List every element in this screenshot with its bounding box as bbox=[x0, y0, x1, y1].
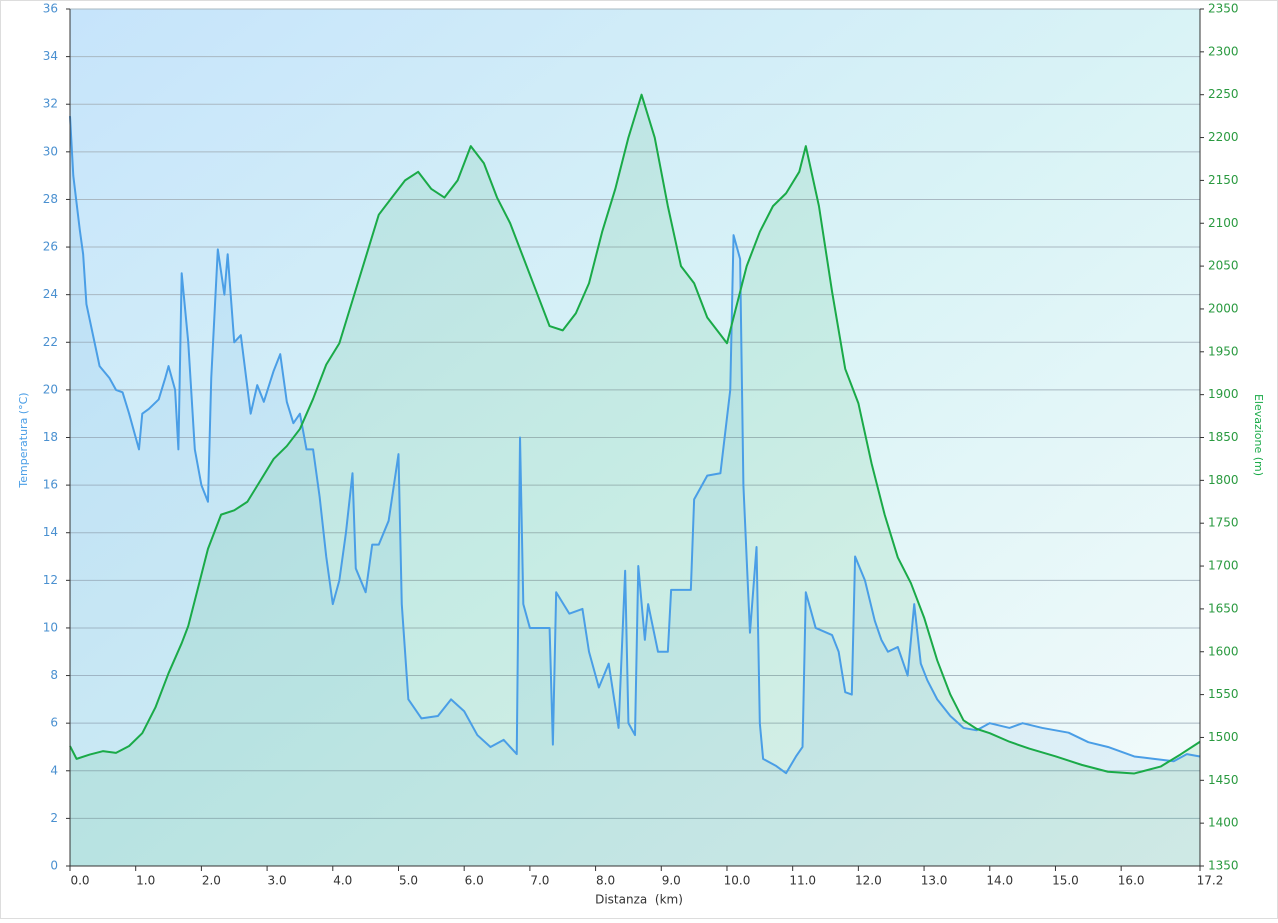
y-axis-label: Temperatura (°C) bbox=[17, 392, 30, 488]
y2-tick-label: 1800 bbox=[1208, 473, 1239, 487]
x-tick-label: 9.0 bbox=[662, 874, 681, 888]
x-tick-label: 13.0 bbox=[921, 874, 948, 888]
x-tick-label: 10.0 bbox=[724, 874, 751, 888]
y-tick-label: 2 bbox=[50, 811, 58, 825]
y2-tick-label: 1450 bbox=[1208, 773, 1239, 787]
y2-tick-label: 2000 bbox=[1208, 301, 1239, 315]
x-tick-label: 12.0 bbox=[855, 874, 882, 888]
y2-tick-label: 1750 bbox=[1208, 516, 1239, 530]
axes: 0246810121416182022242628303234361350140… bbox=[43, 2, 1239, 888]
x-tick-label: 11.0 bbox=[789, 874, 816, 888]
series-line bbox=[69, 116, 1201, 775]
y2-tick-label: 1850 bbox=[1208, 430, 1239, 444]
x-tick-label: 15.0 bbox=[1052, 874, 1079, 888]
x-tick-label: 16.0 bbox=[1118, 874, 1145, 888]
y2-tick-label: 1700 bbox=[1208, 559, 1239, 573]
y2-axis-label: Elevazione (m) bbox=[1252, 394, 1265, 476]
y-tick-label: 20 bbox=[43, 382, 58, 396]
y2-tick-label: 1350 bbox=[1208, 859, 1239, 873]
y-tick-label: 28 bbox=[43, 192, 58, 206]
y2-tick-label: 1950 bbox=[1208, 344, 1239, 358]
y-tick-label: 30 bbox=[43, 144, 58, 158]
y2-tick-label: 2050 bbox=[1208, 259, 1239, 273]
x-tick-label: 4.0 bbox=[333, 874, 352, 888]
x-tick-label: 17.2 bbox=[1197, 874, 1224, 888]
y-tick-label: 26 bbox=[43, 240, 58, 254]
y2-tick-label: 1600 bbox=[1208, 644, 1239, 658]
y-tick-label: 32 bbox=[43, 97, 58, 111]
y-tick-label: 0 bbox=[50, 859, 58, 873]
x-tick-label: 8.0 bbox=[596, 874, 615, 888]
y2-tick-label: 2300 bbox=[1208, 44, 1239, 58]
x-tick-label: 3.0 bbox=[268, 874, 287, 888]
y-tick-label: 36 bbox=[43, 2, 58, 16]
y2-tick-label: 1650 bbox=[1208, 601, 1239, 615]
x-tick-label: 6.0 bbox=[465, 874, 484, 888]
y-tick-label: 4 bbox=[50, 763, 58, 777]
x-tick-label: 1.0 bbox=[136, 874, 155, 888]
y-tick-label: 8 bbox=[50, 668, 58, 682]
y2-tick-label: 2100 bbox=[1208, 216, 1239, 230]
y-tick-label: 34 bbox=[43, 49, 58, 63]
y2-tick-label: 2150 bbox=[1208, 173, 1239, 187]
x-axis-label: Distanza (km) bbox=[595, 893, 683, 907]
series-line bbox=[69, 93, 1201, 775]
y-tick-label: 22 bbox=[43, 335, 58, 349]
x-tick-label: 2.0 bbox=[202, 874, 221, 888]
y-tick-label: 6 bbox=[50, 716, 58, 730]
y2-tick-label: 1500 bbox=[1208, 730, 1239, 744]
y2-tick-label: 2250 bbox=[1208, 87, 1239, 101]
y2-tick-label: 2350 bbox=[1208, 2, 1239, 16]
y-tick-label: 16 bbox=[43, 478, 58, 492]
x-tick-label: 5.0 bbox=[399, 874, 418, 888]
x-tick-label: 14.0 bbox=[986, 874, 1013, 888]
y2-tick-label: 1400 bbox=[1208, 816, 1239, 830]
y-tick-label: 14 bbox=[43, 525, 58, 539]
areas bbox=[70, 94, 1200, 866]
y2-tick-label: 1550 bbox=[1208, 687, 1239, 701]
y2-tick-label: 2200 bbox=[1208, 130, 1239, 144]
y-tick-label: 24 bbox=[43, 287, 58, 301]
series-area bbox=[70, 94, 1200, 866]
y-tick-label: 12 bbox=[43, 573, 58, 587]
y-tick-label: 10 bbox=[43, 620, 58, 634]
y2-tick-label: 1900 bbox=[1208, 387, 1239, 401]
series-area bbox=[70, 116, 1200, 866]
y-tick-label: 18 bbox=[43, 430, 58, 444]
x-tick-label: 0.0 bbox=[70, 874, 89, 888]
lines bbox=[69, 93, 1201, 775]
x-tick-label: 7.0 bbox=[530, 874, 549, 888]
